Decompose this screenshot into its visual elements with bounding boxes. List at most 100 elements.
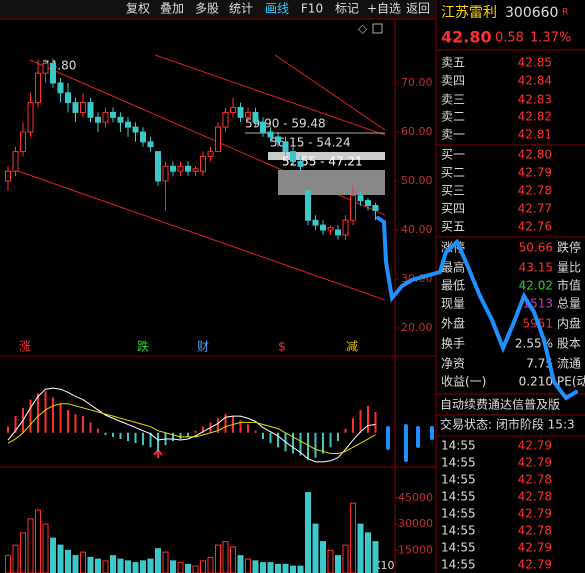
toolbar-button[interactable]: 画线 — [265, 2, 289, 16]
volume-bar — [132, 562, 139, 573]
candle-body — [35, 72, 41, 104]
stat-label: 净资 — [441, 357, 465, 371]
book-price: 42.85 — [518, 56, 552, 70]
stat-label: 流通 — [557, 357, 581, 371]
tick-time: 14:55 — [441, 473, 476, 487]
stat-label: 换手 — [441, 337, 465, 351]
volume-bar — [260, 562, 266, 573]
tick-price: 42.79 — [518, 541, 552, 555]
event-marker[interactable]: $ — [278, 340, 286, 354]
event-marker[interactable]: 减 — [346, 340, 358, 354]
volume-bar — [72, 555, 79, 573]
y-tick-label: 40.00 — [401, 223, 433, 236]
candle-body — [147, 141, 154, 148]
event-marker[interactable]: 财 — [197, 340, 209, 354]
candle-body — [5, 170, 11, 182]
book-label: 卖二 — [441, 110, 465, 124]
candle-body — [27, 102, 34, 133]
stock-name: 江苏雷利 — [441, 5, 497, 21]
tick-price: 42.79 — [518, 439, 552, 453]
y-tick-label: 30000 — [398, 517, 433, 530]
volume-bar — [87, 556, 94, 573]
book-price: 42.80 — [518, 148, 552, 162]
volume-bar — [57, 544, 64, 573]
toolbar-button[interactable]: 多股 — [195, 2, 219, 16]
candle-body — [260, 121, 266, 133]
book-label: 卖四 — [441, 74, 465, 88]
macd-line — [7, 387, 376, 463]
candle-body — [65, 92, 71, 104]
tick-price: 42.78 — [518, 524, 552, 538]
candle-body — [282, 141, 289, 153]
stat-label: 量比 — [557, 261, 581, 275]
volume-bar — [102, 560, 109, 573]
event-marker[interactable]: 涨 — [19, 339, 31, 354]
volume-bar — [335, 555, 341, 573]
candle-body — [290, 151, 296, 162]
book-label: 卖一 — [441, 128, 465, 142]
user-drawing — [376, 216, 578, 462]
candle-body — [50, 62, 56, 84]
book-price: 42.76 — [518, 220, 552, 234]
volume-bar — [192, 565, 199, 573]
stat-value: 7.75 — [526, 357, 553, 371]
tick-price: 42.79 — [518, 558, 552, 572]
volume-bar — [12, 544, 19, 573]
volume-bar — [5, 555, 11, 573]
volume-bar — [327, 549, 334, 573]
stat-value: 42.02 — [519, 279, 553, 293]
candle-body — [312, 219, 319, 226]
book-label: 买三 — [441, 184, 465, 198]
toolbar-button[interactable]: 返回 — [406, 2, 430, 16]
volume-bar — [110, 555, 116, 573]
candle-body — [305, 190, 311, 221]
event-marker[interactable]: 跌 — [137, 339, 149, 354]
book-price: 42.79 — [518, 166, 552, 180]
volume-bar — [35, 509, 41, 573]
volume-bar — [185, 563, 191, 573]
volume-bar — [357, 523, 364, 573]
toolbar-button[interactable]: +自选 — [367, 2, 401, 16]
toolbar-button[interactable]: 叠加 — [160, 2, 184, 16]
volume-bar — [207, 556, 214, 573]
candle-body — [125, 121, 131, 128]
toolbar-button[interactable]: 复权 — [126, 2, 150, 16]
range-box — [278, 170, 385, 195]
tick-time: 14:55 — [441, 456, 476, 470]
badge: R — [562, 8, 568, 18]
y-tick-label: 50.00 — [401, 174, 433, 187]
candle-body — [267, 131, 274, 138]
trade-status: 交易状态: 闭市阶段 15:3 — [440, 417, 575, 432]
volume-bar — [267, 562, 274, 573]
tick-price: 42.79 — [518, 456, 552, 470]
toolbar-button[interactable]: 标记 — [335, 2, 359, 16]
volume-bar — [215, 544, 221, 573]
tick-time: 14:55 — [441, 541, 476, 555]
diamond-icon[interactable]: ◇ — [358, 22, 368, 36]
volume-bar — [297, 565, 304, 573]
candle-body — [372, 205, 379, 211]
square-icon[interactable] — [372, 23, 383, 34]
candle-body — [12, 151, 19, 172]
volume-bar — [27, 518, 34, 573]
stat-value: 50.66 — [519, 241, 553, 255]
book-price: 42.82 — [518, 110, 552, 124]
banner[interactable]: 自动续费通达信普及版 — [440, 398, 560, 412]
volume-bar — [65, 549, 71, 573]
candle-body — [245, 111, 251, 118]
range-label: 56.15 - 54.24 — [270, 136, 351, 150]
candle-body — [342, 219, 349, 236]
volume-bar — [42, 523, 49, 573]
book-label: 买四 — [441, 202, 465, 216]
toolbar-button[interactable]: F10 — [301, 2, 323, 16]
toolbar-button[interactable]: 统计 — [229, 2, 253, 16]
volume-bar — [342, 544, 349, 573]
candle-body — [140, 131, 146, 143]
book-label: 买二 — [441, 166, 465, 180]
volume-bar — [177, 562, 184, 573]
stat-label: 市值 — [557, 278, 581, 293]
candle-body — [237, 107, 244, 118]
price-change: 0.58 — [495, 31, 524, 46]
volume-bar — [252, 560, 259, 573]
